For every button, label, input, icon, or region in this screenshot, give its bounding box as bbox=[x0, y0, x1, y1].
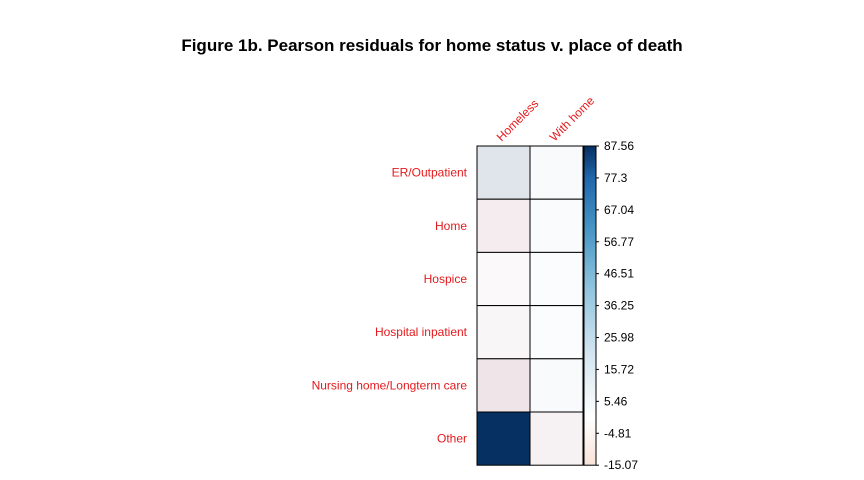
heatmap-cell bbox=[476, 198, 531, 253]
row-label: Home bbox=[435, 219, 467, 233]
heatmap-cell bbox=[476, 145, 531, 200]
colorbar-tick-label: 87.56 bbox=[604, 139, 634, 153]
row-label: Other bbox=[437, 432, 467, 446]
colorbar-tick-label: 5.46 bbox=[604, 394, 628, 408]
colorbar-tick-label: 36.25 bbox=[604, 299, 634, 313]
row-label: Hospice bbox=[424, 272, 468, 286]
heatmap-cells bbox=[476, 145, 584, 466]
row-label: Hospital inpatient bbox=[375, 325, 468, 339]
row-label: Nursing home/Longterm care bbox=[312, 378, 468, 392]
column-label: With home bbox=[547, 93, 598, 144]
colorbar-tick-label: 15.72 bbox=[604, 362, 634, 376]
heatmap-cell bbox=[529, 358, 584, 413]
colorbar: 87.56 77.3 67.04 56.77 46.51 36.25 25.98 15.72 5… bbox=[583, 139, 638, 472]
colorbar-tick-label: 77.3 bbox=[604, 171, 628, 185]
colorbar-tick-label: -4.81 bbox=[604, 426, 632, 440]
chart-title: Figure 1b. Pearson residuals for home st… bbox=[181, 36, 683, 55]
colorbar-gradient bbox=[583, 145, 597, 466]
heatmap-cell bbox=[529, 305, 584, 360]
heatmap-cell bbox=[476, 251, 531, 307]
column-labels: Homeless With home bbox=[494, 93, 598, 144]
heatmap-cell bbox=[529, 251, 584, 307]
colorbar-tick-label: 25.98 bbox=[604, 331, 634, 345]
row-labels: ER/Outpatient Home Hospice Hospital inpatie… bbox=[312, 166, 468, 446]
heatmap-cell bbox=[476, 411, 531, 466]
heatmap-cell bbox=[529, 198, 584, 253]
heatmap-cell bbox=[529, 411, 584, 466]
row-label: ER/Outpatient bbox=[392, 166, 468, 180]
heatmap-cell bbox=[529, 145, 584, 200]
heatmap-cell bbox=[476, 358, 531, 413]
colorbar-tick-label: -15.07 bbox=[604, 458, 638, 472]
colorbar-tick-label: 46.51 bbox=[604, 267, 634, 281]
column-label: Homeless bbox=[494, 96, 542, 144]
colorbar-tick-label: 67.04 bbox=[604, 203, 634, 217]
colorbar-tick-label: 56.77 bbox=[604, 235, 634, 249]
heatmap-cell bbox=[476, 305, 531, 360]
